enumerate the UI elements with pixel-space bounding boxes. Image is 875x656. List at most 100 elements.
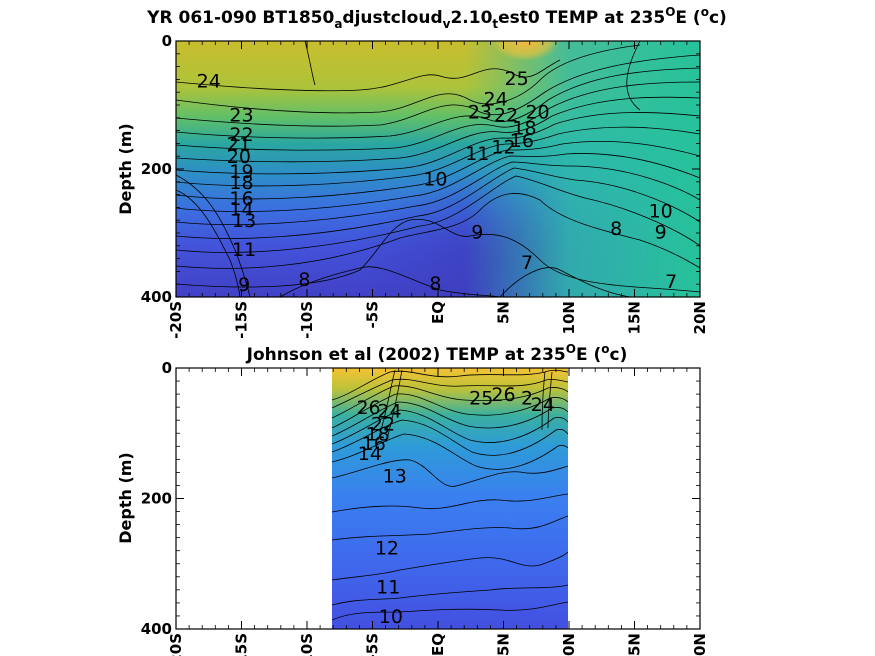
- contour-label: 7: [521, 252, 533, 274]
- x-tick-label: 15N: [626, 301, 644, 334]
- top-axes: -20S -15S -10S -5S EQ 5N 10N 15N 20N 0 200 400 Dep…: [116, 32, 709, 339]
- contour-label: 26: [356, 397, 380, 419]
- contour-label: 12: [375, 537, 399, 559]
- contour-label: 9: [471, 222, 483, 244]
- x-tick-label: -5S: [364, 633, 382, 656]
- x-tick-label: 5N: [495, 301, 513, 324]
- contour-label: 16: [362, 433, 386, 455]
- top-panel: YR 061-090 BT1850adjustcloudv2.10test0 T…: [116, 5, 727, 339]
- contour-label: 24: [377, 400, 401, 422]
- title-part: YR 061-090 BT1850: [146, 8, 334, 28]
- contour-label: 20: [525, 101, 549, 123]
- title-part: a: [334, 17, 342, 31]
- x-tick-label: EQ: [429, 301, 447, 324]
- contour-label: 11: [465, 143, 489, 165]
- title-part: 2.10: [450, 8, 492, 28]
- y-tick-label: 200: [141, 160, 172, 178]
- y-tick-label: 0: [162, 32, 172, 50]
- y-tick-label: 400: [141, 288, 172, 306]
- title-part: t: [492, 17, 498, 31]
- x-tick-label: -5S: [364, 301, 382, 328]
- title-part: E (: [675, 8, 700, 28]
- contour-label: 23: [229, 105, 253, 127]
- x-tick-label: -10S: [298, 633, 316, 656]
- x-tick-label: 10N: [560, 301, 578, 334]
- contour-label: 20: [227, 146, 251, 168]
- y-tick-label: 200: [141, 490, 172, 508]
- x-tick-label: -15S: [233, 633, 251, 656]
- x-tick-label: 15N: [626, 633, 644, 656]
- x-tick-label: 5N: [495, 633, 513, 656]
- bottom-axes: -20S -15S -10S -5S EQ 5N 10N 15N 20N 0 200 400 Dep…: [116, 359, 709, 656]
- contour-label: 9: [655, 222, 667, 244]
- contour-label: 14: [358, 443, 382, 465]
- contour-label: 24: [197, 71, 221, 93]
- top-contour-lines: [175, 40, 701, 298]
- bottom-y-axis-label: Depth (m): [116, 452, 135, 544]
- title-part: E (: [576, 345, 601, 365]
- contour-label: 10: [649, 201, 673, 223]
- contour-label: 22: [229, 124, 253, 146]
- title-part: O: [665, 5, 675, 19]
- bottom-contour-lines: [331, 369, 569, 621]
- y-tick-label: 0: [162, 359, 172, 377]
- contour-label: 10: [423, 169, 447, 191]
- contour-label: 22: [494, 105, 518, 127]
- contour-label: 16: [229, 188, 253, 210]
- x-tick-label: EQ: [429, 633, 447, 656]
- title-part: o: [601, 342, 609, 356]
- contour-label: 8: [429, 273, 441, 295]
- x-tick-label: 20N: [691, 633, 709, 656]
- contour-label: 10: [379, 606, 403, 628]
- contour-label: 26: [491, 384, 515, 406]
- contour-label: 18: [512, 117, 536, 139]
- contour-label: 12: [491, 137, 515, 159]
- contour-label: 2: [521, 387, 533, 409]
- title-part: v: [443, 17, 451, 31]
- contour-label: 21: [227, 133, 251, 155]
- title-part: c): [610, 345, 628, 365]
- contour-label: 24: [531, 394, 555, 416]
- title-part: c): [709, 8, 727, 28]
- x-tick-label: -20S: [167, 633, 185, 656]
- bottom-y-tick-labels: 0 200 400: [141, 359, 700, 638]
- title-part: o: [701, 5, 709, 19]
- bottom-x-tick-labels: -20S -15S -10S -5S EQ 5N 10N 15N 20N: [167, 368, 709, 656]
- top-y-tick-labels: 0 200 400: [141, 32, 700, 306]
- contour-label: 19: [229, 161, 253, 183]
- contour-label: 18: [366, 423, 390, 445]
- title-part: est0 TEMP at 235: [498, 8, 665, 28]
- y-tick-label: 400: [141, 620, 172, 638]
- contour-label: 11: [376, 577, 400, 599]
- title-part: O: [566, 342, 576, 356]
- contour-label: 18: [229, 172, 253, 194]
- contour-label: 11: [232, 239, 256, 261]
- bottom-heatmap-field: [332, 368, 568, 629]
- x-tick-label: 10N: [560, 633, 578, 656]
- contour-label: 13: [383, 466, 407, 488]
- contour-label: 14: [229, 199, 253, 221]
- x-tick-label: -20S: [167, 301, 185, 339]
- contour-label: 7: [665, 271, 677, 293]
- top-panel-title: YR 061-090 BT1850adjustcloudv2.10test0 T…: [146, 5, 727, 31]
- contour-label: 16: [510, 130, 534, 152]
- x-tick-label: -15S: [233, 301, 251, 339]
- contour-label: 23: [468, 101, 492, 123]
- title-part: djustcloud: [342, 8, 442, 28]
- top-x-tick-labels: -20S -15S -10S -5S EQ 5N 10N 15N 20N: [167, 41, 709, 339]
- top-y-axis-label: Depth (m): [116, 123, 135, 215]
- x-tick-label: 20N: [691, 301, 709, 334]
- bottom-panel: Johnson et al (2002) TEMP at 235OE (oc): [116, 342, 709, 656]
- contour-label: 25: [469, 387, 493, 409]
- title-part: Johnson et al (2002) TEMP at 235: [246, 345, 566, 365]
- contour-label: 9: [238, 274, 250, 296]
- x-tick-label: -10S: [298, 301, 316, 339]
- contour-label: 8: [610, 218, 622, 240]
- contour-label: 25: [505, 68, 529, 90]
- contour-label: 13: [232, 210, 256, 232]
- contour-label: 8: [298, 269, 310, 291]
- bottom-panel-title: Johnson et al (2002) TEMP at 235OE (oc): [246, 342, 628, 365]
